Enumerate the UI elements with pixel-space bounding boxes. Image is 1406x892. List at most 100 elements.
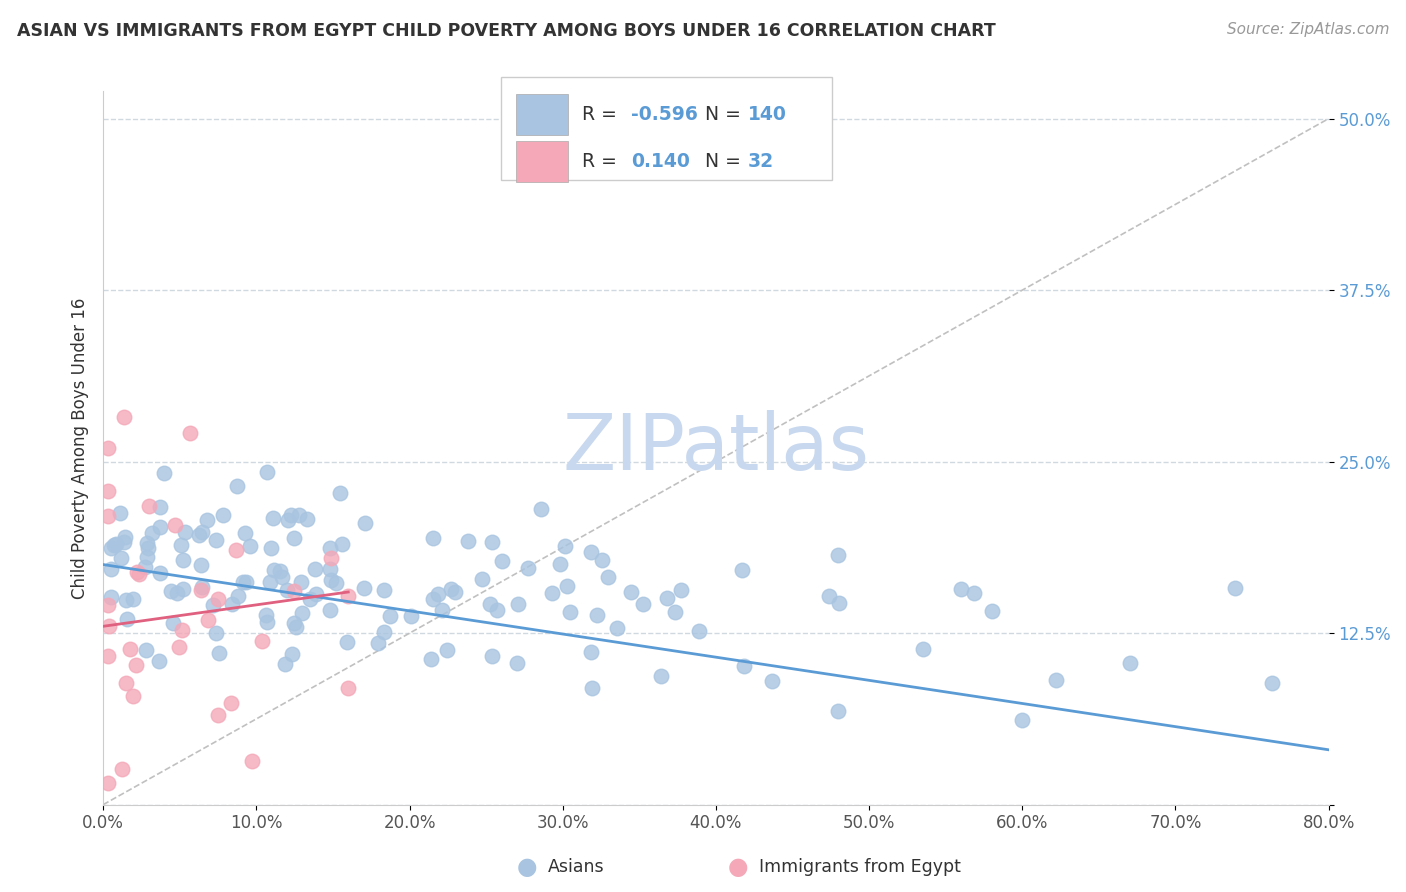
Point — [97, 484, 120, 499]
Text: 140: 140 — [748, 105, 786, 124]
Point — [191, 525, 214, 540]
Point — [212, 508, 235, 523]
Point — [506, 597, 529, 611]
Point — [560, 605, 582, 619]
Point — [949, 582, 972, 596]
Point — [128, 567, 150, 582]
Point — [262, 511, 284, 525]
Point — [110, 551, 132, 566]
Point — [97, 441, 120, 455]
Text: ZIPatlas: ZIPatlas — [562, 410, 869, 486]
Point — [170, 538, 193, 552]
Bar — [502, 77, 832, 180]
Point — [288, 508, 311, 522]
Point — [167, 640, 190, 654]
Point — [108, 506, 131, 520]
Point — [136, 541, 159, 556]
Point — [579, 545, 602, 559]
Point — [633, 597, 655, 611]
Point — [172, 553, 194, 567]
Point — [444, 585, 467, 599]
Point — [100, 541, 122, 556]
Point — [298, 592, 321, 607]
Point — [170, 623, 193, 637]
Point — [134, 560, 156, 574]
Point — [127, 566, 149, 580]
Point — [481, 649, 503, 664]
Point — [149, 500, 172, 515]
Text: ASIAN VS IMMIGRANTS FROM EGYPT CHILD POVERTY AMONG BOYS UNDER 16 CORRELATION CHA: ASIAN VS IMMIGRANTS FROM EGYPT CHILD POV… — [17, 22, 995, 40]
Point — [422, 531, 444, 545]
Point — [283, 615, 305, 630]
Text: Asians: Asians — [548, 858, 605, 876]
Point — [233, 525, 256, 540]
Point — [135, 643, 157, 657]
Text: N =: N = — [704, 105, 747, 124]
Point — [373, 625, 395, 640]
Text: -0.596: -0.596 — [631, 105, 699, 124]
Point — [97, 509, 120, 524]
Point — [254, 608, 277, 623]
Point — [166, 586, 188, 600]
Point — [201, 599, 224, 613]
Point — [232, 575, 254, 590]
Point — [554, 539, 576, 553]
Point — [100, 591, 122, 605]
Point — [1045, 673, 1067, 687]
Point — [280, 508, 302, 522]
Point — [620, 584, 643, 599]
Point — [337, 681, 360, 695]
Point — [586, 607, 609, 622]
Point — [256, 465, 278, 479]
Point — [912, 641, 935, 656]
Point — [591, 553, 613, 567]
Point — [277, 513, 299, 527]
Point — [827, 548, 849, 562]
Point — [530, 502, 553, 516]
Point — [981, 604, 1004, 618]
Point — [97, 649, 120, 664]
Point — [276, 582, 298, 597]
Point — [191, 580, 214, 594]
Point — [153, 467, 176, 481]
Point — [283, 583, 305, 598]
Point — [581, 681, 603, 696]
Point — [321, 550, 343, 565]
Point — [336, 634, 359, 648]
Point — [197, 613, 219, 627]
Point — [319, 603, 342, 617]
Point — [112, 535, 135, 549]
Point — [281, 647, 304, 661]
Point — [422, 591, 444, 606]
Point — [190, 583, 212, 598]
Point — [485, 603, 508, 617]
Point — [318, 562, 340, 576]
Point — [114, 676, 136, 690]
Point — [540, 586, 562, 600]
Point — [367, 636, 389, 650]
Point — [274, 657, 297, 672]
Point — [207, 646, 229, 660]
Point — [121, 592, 143, 607]
Point — [457, 534, 479, 549]
Point — [159, 584, 181, 599]
Point — [114, 530, 136, 544]
Point — [420, 652, 443, 666]
Point — [664, 605, 686, 619]
Point — [479, 597, 502, 611]
Point — [305, 586, 328, 600]
Point — [827, 704, 849, 718]
Point — [256, 615, 278, 630]
Point — [207, 591, 229, 606]
Text: R =: R = — [582, 153, 623, 171]
Point — [1119, 657, 1142, 671]
Point — [401, 609, 423, 624]
Point — [731, 563, 754, 577]
Point — [187, 528, 209, 542]
Point — [263, 563, 285, 577]
Point — [259, 575, 281, 590]
Point — [250, 633, 273, 648]
Point — [430, 603, 453, 617]
Point — [440, 582, 463, 597]
Point — [325, 575, 347, 590]
